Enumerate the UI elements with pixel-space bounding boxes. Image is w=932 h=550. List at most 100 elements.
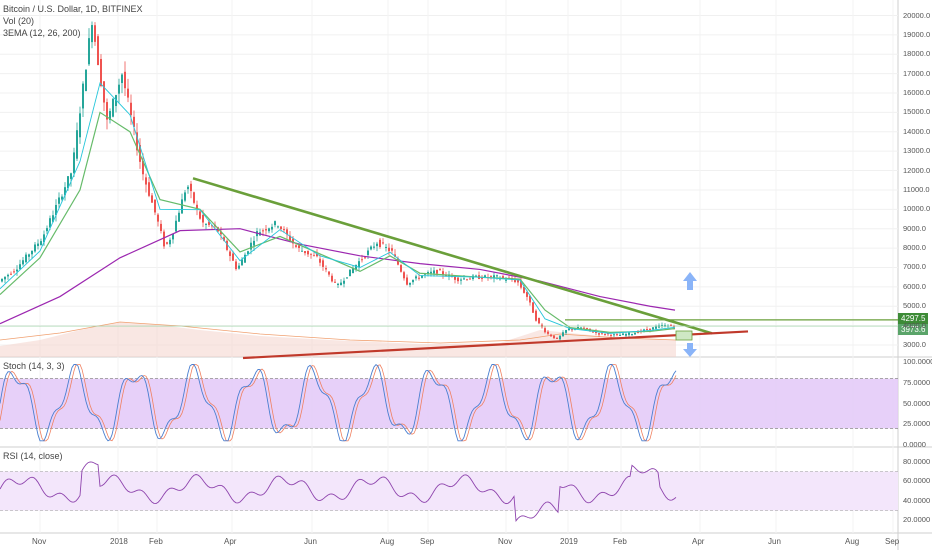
candle-body	[616, 334, 618, 336]
candle-body	[283, 229, 285, 231]
candle-body	[61, 196, 63, 200]
candle-body	[241, 259, 243, 266]
candle-body	[391, 248, 393, 251]
candle-body	[196, 204, 198, 209]
candle-body	[592, 331, 594, 333]
ema-26-line	[0, 111, 676, 334]
candle-body	[547, 331, 549, 334]
candle-body	[439, 269, 441, 271]
candle-body	[364, 257, 366, 259]
candle-body	[403, 272, 405, 279]
candle-body	[103, 81, 105, 103]
stoch-k-line	[0, 364, 677, 442]
support-trendline	[242, 330, 749, 360]
candle-body	[331, 275, 333, 282]
x-tick-label: Jun	[304, 537, 317, 546]
candle-body	[193, 192, 195, 203]
candle-body	[454, 276, 456, 280]
candle-body	[652, 327, 654, 330]
y-tick-label: 11000.0	[903, 184, 930, 194]
candle-body	[154, 199, 156, 213]
candle-body	[205, 223, 207, 225]
candle-body	[235, 261, 237, 270]
candle-body	[226, 240, 228, 250]
candle-body	[409, 282, 411, 285]
candle-body	[532, 302, 534, 313]
candle-body	[136, 132, 138, 151]
candle-body	[634, 332, 636, 335]
up-arrow-icon	[683, 272, 697, 290]
candle-body	[352, 267, 354, 273]
candle-body	[361, 259, 363, 261]
stoch-d-line	[0, 364, 677, 442]
candle-body	[100, 58, 102, 86]
candle-body	[496, 275, 498, 277]
x-tick-label: Sep	[885, 537, 900, 546]
candle-body	[151, 195, 153, 203]
candle-body	[382, 242, 384, 244]
y-tick-label: 3000.0	[903, 340, 926, 349]
candle-body	[379, 239, 381, 248]
candle-body	[631, 334, 633, 336]
y-tick-label: 15000.0	[903, 107, 931, 117]
candle-body	[424, 273, 426, 275]
candle-body	[157, 214, 159, 222]
candle-body	[601, 332, 603, 334]
candle-body	[475, 275, 477, 277]
candle-body	[388, 247, 390, 252]
rsi-band	[0, 471, 898, 511]
candle-body	[328, 271, 330, 275]
candle-body	[127, 88, 129, 98]
candle-body	[112, 98, 114, 117]
rsi-label: RSI (14, close)	[3, 451, 63, 461]
candle-body	[427, 271, 429, 274]
candle-body	[484, 275, 486, 278]
x-tick-label: Jun	[768, 537, 781, 546]
candle-body	[604, 333, 606, 335]
x-tick-label: Feb	[613, 537, 627, 546]
candle-body	[337, 283, 339, 286]
candle-body	[124, 71, 126, 89]
candle-body	[109, 111, 111, 120]
x-tick-label: Sep	[420, 537, 435, 546]
candle-body	[523, 286, 525, 293]
candle-body	[322, 260, 324, 267]
candle-body	[208, 221, 210, 225]
volume-ma-line	[0, 321, 677, 344]
rsi-tick-label: 20.0000	[903, 515, 931, 525]
candle-body	[304, 251, 306, 254]
y-tick-label: 19000.0	[903, 29, 931, 39]
candle-body	[190, 183, 192, 192]
rsi-line	[0, 461, 677, 522]
x-tick-label: Nov	[32, 537, 47, 546]
candle-body	[400, 265, 402, 272]
y-tick-label: 20000.0	[903, 10, 931, 20]
candle-body	[106, 102, 108, 120]
candle-body	[481, 277, 483, 279]
candle-body	[343, 280, 345, 284]
candle-body	[289, 235, 291, 241]
price-tag-upper: 4297.5	[898, 313, 929, 324]
candle-body	[238, 265, 240, 269]
candle-body	[16, 269, 18, 272]
candle-body	[373, 246, 375, 248]
candle-body	[40, 241, 42, 246]
candle-body	[286, 229, 288, 235]
candle-body	[133, 116, 135, 127]
candle-body	[622, 333, 624, 336]
stoch-tick-label: 50.0000	[903, 398, 931, 408]
candle-body	[223, 237, 225, 241]
ema-200-line	[0, 228, 676, 325]
candle-body	[142, 160, 144, 175]
candle-body	[262, 230, 264, 232]
candle-body	[187, 186, 189, 190]
y-tick-label: 5000.0	[903, 301, 926, 311]
candle-body	[274, 221, 276, 226]
candle-body	[610, 334, 612, 336]
stoch-label: Stoch (14, 3, 3)	[3, 361, 65, 371]
y-tick-label: 16000.0	[903, 88, 931, 98]
down-arrow-icon	[683, 343, 697, 357]
candle-body	[85, 69, 87, 92]
